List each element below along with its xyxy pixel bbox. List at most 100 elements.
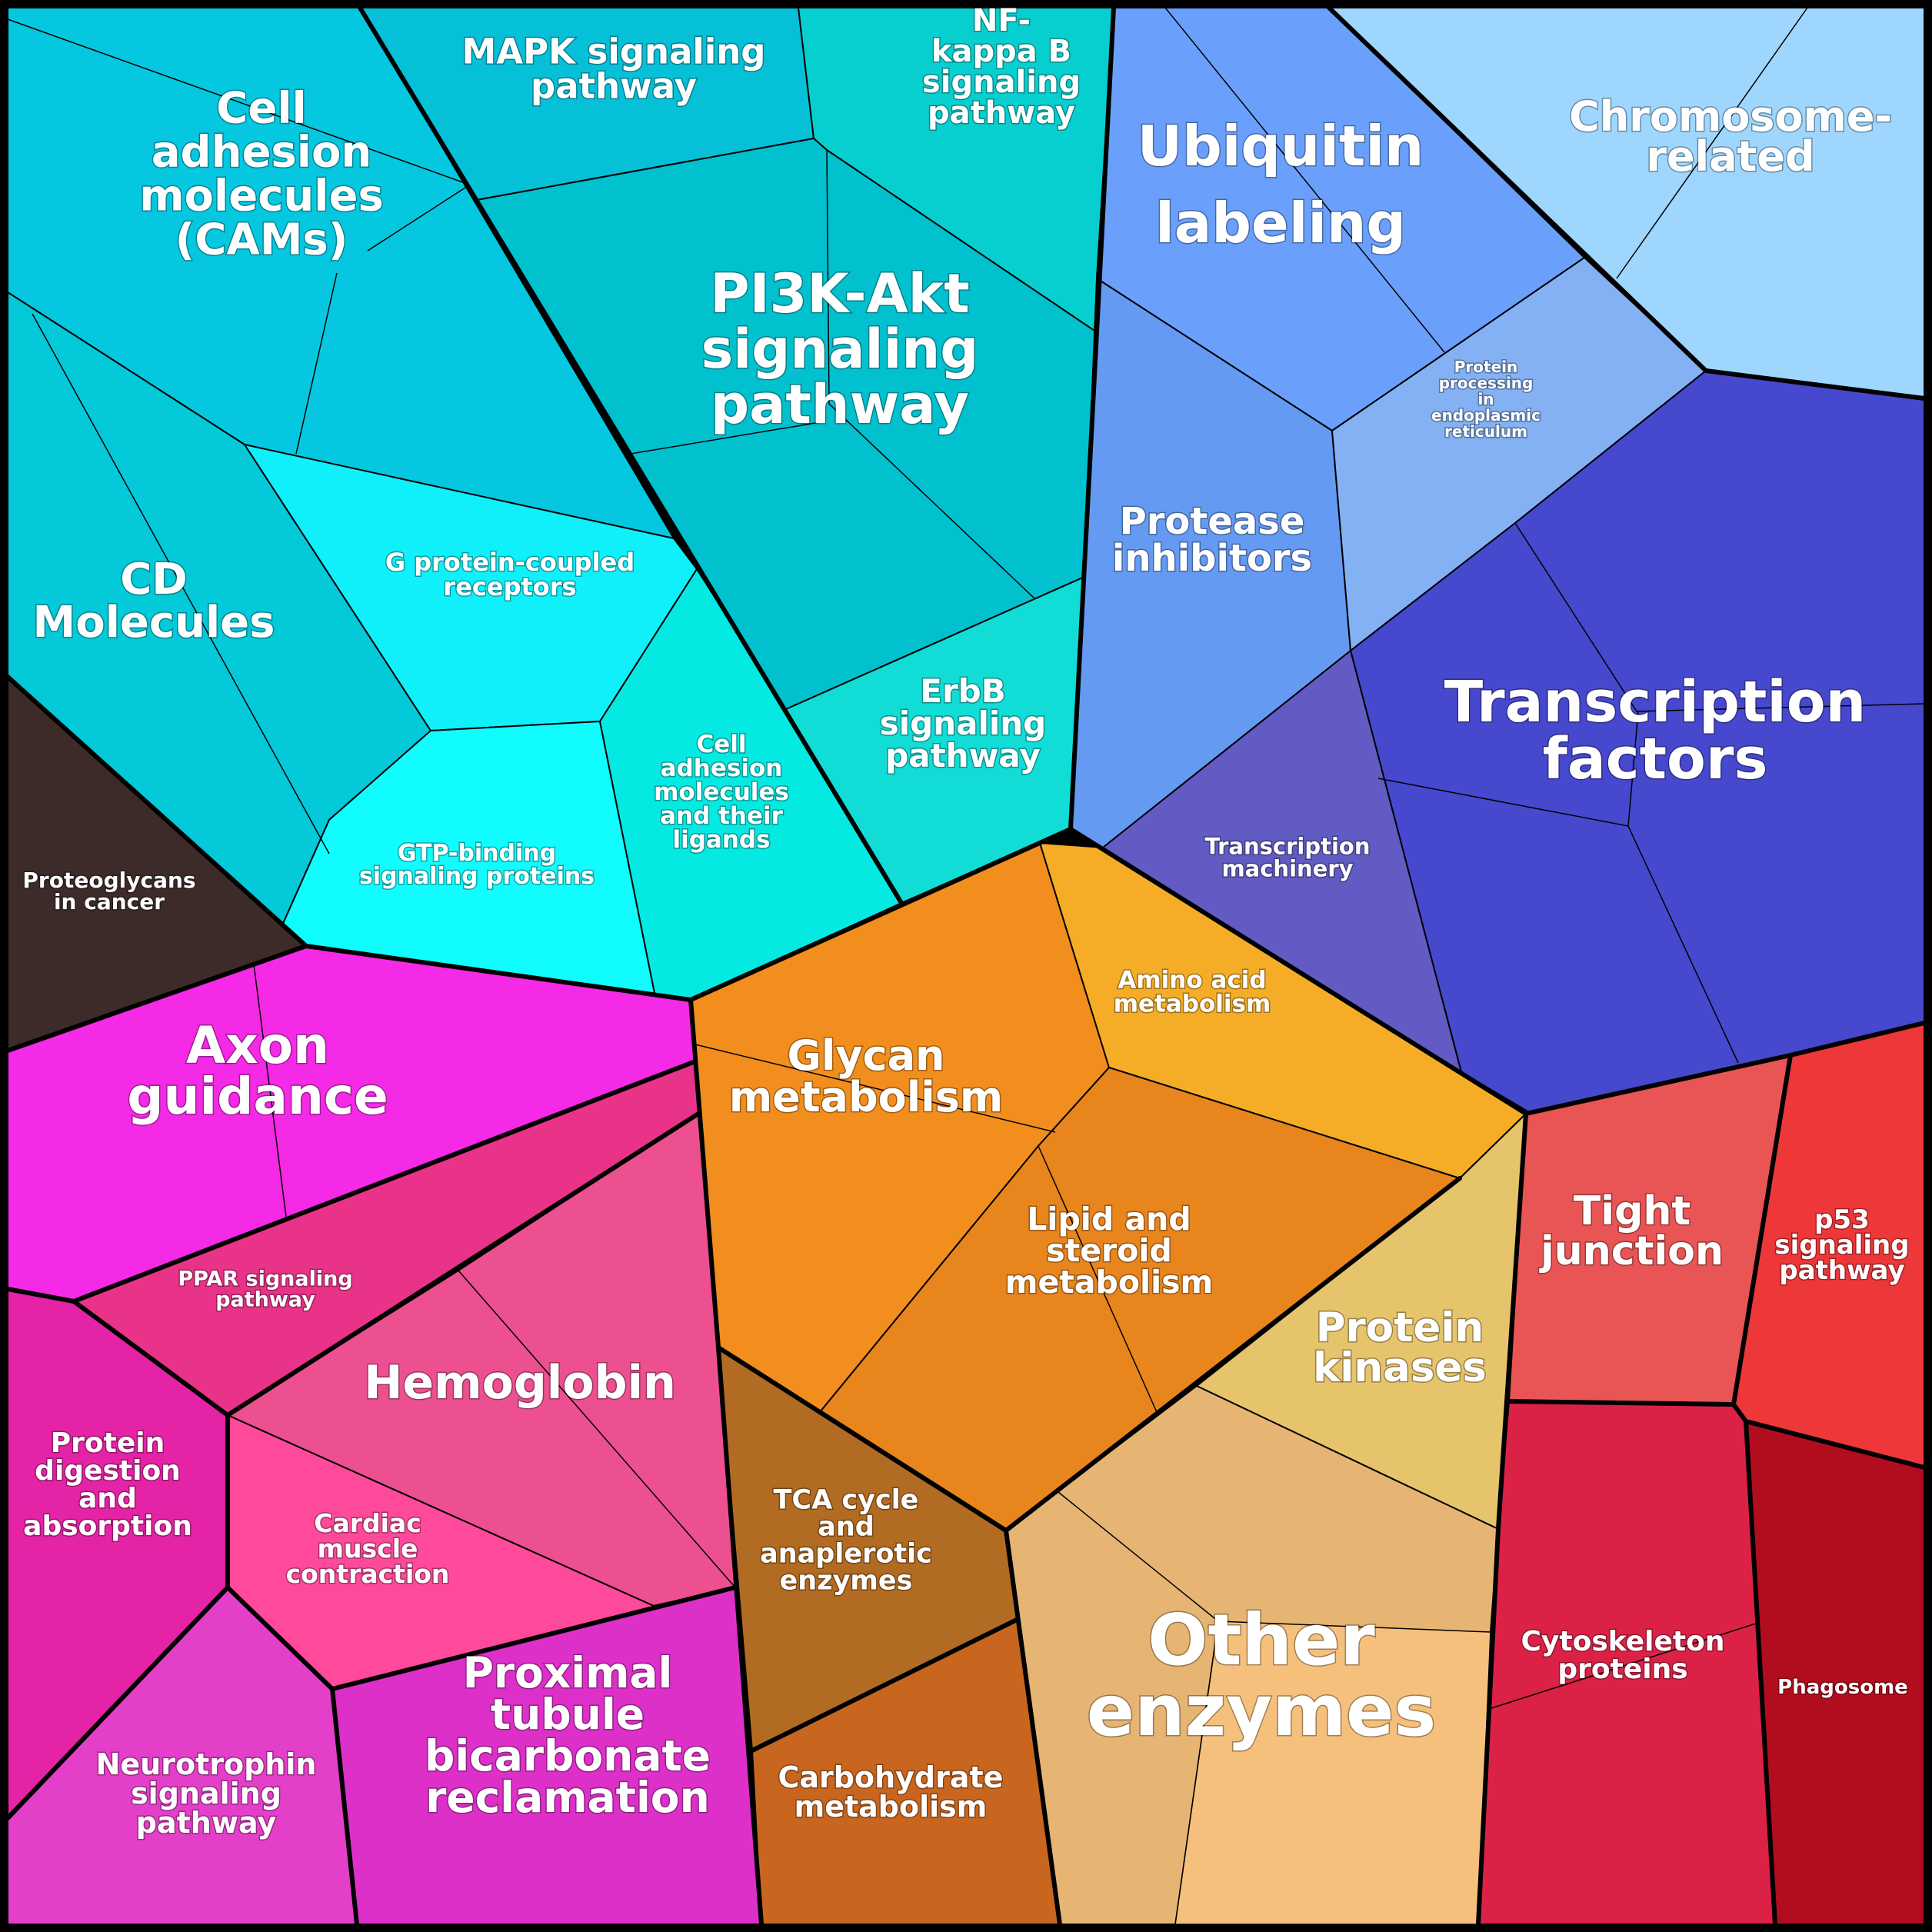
group-border-magenta-3	[5, 1413, 738, 1927]
label-line: Amino acid	[1118, 967, 1266, 994]
label-line: Cytoskeleton	[1521, 1626, 1725, 1657]
group-border-lipid	[818, 1176, 1462, 1533]
group-border-chromosome	[1327, 5, 1927, 401]
label-tf: Transcription factors	[1444, 669, 1866, 792]
label-line: inhibitors	[1112, 537, 1312, 580]
label-line: guidance	[127, 1067, 388, 1126]
label-line: Phagosome	[1777, 1676, 1908, 1699]
label-line: reticulum	[1444, 422, 1527, 441]
label-line: ErbB	[920, 672, 1005, 710]
label-line: MAPK signaling	[461, 32, 765, 72]
label-line: Hemoglobin	[364, 1356, 676, 1410]
label-line: molecules	[139, 172, 384, 222]
label-line: pathway	[885, 737, 1041, 774]
label-line: and	[78, 1483, 137, 1514]
label-gpcr: G protein-coupled receptors	[385, 548, 635, 601]
label-line: kappa B	[931, 34, 1071, 69]
label-carb: Carbohydrate metabolism	[778, 1760, 1004, 1824]
label-line: in	[1477, 390, 1494, 408]
label-line: p53	[1814, 1204, 1870, 1235]
label-line: signaling	[131, 1777, 281, 1810]
label-line: Protein	[1316, 1304, 1484, 1351]
label-kinases: Protein kinases	[1313, 1304, 1487, 1391]
label-line: pathway	[928, 95, 1075, 131]
label-line: pathway	[1779, 1255, 1904, 1286]
label-amino: Amino acid metabolism	[1114, 967, 1271, 1018]
label-cams: Cell adhesion molecules (CAMs)	[139, 84, 384, 265]
label-line: pathway	[136, 1806, 277, 1840]
label-line: Transcription	[1444, 669, 1866, 735]
group-border-cyan-bottom	[5, 675, 1073, 1002]
label-proteoglycans: Proteoglycans in cancer	[22, 868, 195, 914]
label-line: Tight	[1574, 1188, 1690, 1234]
label-ppar: PPAR signaling pathway	[178, 1267, 352, 1312]
label-line: (CAMs)	[175, 215, 348, 265]
label-line: Other	[1148, 1599, 1375, 1681]
label-line: digestion	[35, 1455, 181, 1487]
label-chromosome: Chromosome-related	[1569, 92, 1892, 181]
group-border-red-inner	[1507, 1053, 1927, 1927]
label-line: tubule	[491, 1690, 645, 1739]
label-line: adhesion	[661, 754, 783, 782]
label-line: signaling	[880, 705, 1046, 742]
label-line: steroid	[1046, 1232, 1172, 1269]
label-line: GTP-binding	[398, 840, 556, 867]
label-line: endoplasmic	[1431, 406, 1541, 425]
label-line: enzymes	[780, 1566, 913, 1597]
label-line: Cell	[696, 731, 746, 758]
label-line: muscle	[318, 1534, 418, 1564]
label-line: related	[1646, 132, 1814, 181]
label-cyto: Cytoskeleton proteins	[1521, 1626, 1725, 1685]
label-line: receptors	[443, 572, 576, 601]
group-border-cyan-blue	[1068, 5, 1116, 831]
label-axon: Axon guidance	[127, 1016, 388, 1126]
label-line: Cardiac	[314, 1508, 421, 1538]
label-line: junction	[1539, 1228, 1724, 1274]
group-border-proteoglycans	[5, 944, 308, 1053]
label-phago: Phagosome	[1777, 1676, 1908, 1699]
label-line: contraction	[286, 1559, 450, 1589]
label-er-processing: Protein processing in endoplasmic reticulum	[1431, 358, 1541, 441]
label-line: metabolism	[794, 1790, 988, 1824]
label-line: Neurotrophin	[96, 1747, 317, 1781]
label-erbb: ErbB signaling pathway	[880, 672, 1046, 774]
label-neurotrophin: Neurotrophin signaling pathway	[96, 1747, 317, 1840]
label-pi3k: PI3K-Akt signaling pathway	[701, 262, 979, 436]
label-line: metabolism	[1005, 1264, 1214, 1301]
label-line: signaling	[1774, 1230, 1909, 1261]
label-protease: Protease inhibitors	[1112, 500, 1312, 580]
label-line: NF-	[972, 3, 1031, 38]
label-line: absorption	[23, 1511, 192, 1542]
label-line: ligands	[672, 826, 770, 854]
label-glycan: Glycan metabolism	[729, 1031, 1003, 1121]
label-line: Cell	[216, 84, 306, 134]
label-hemoglobin: Hemoglobin	[364, 1356, 676, 1410]
label-line: metabolism	[729, 1073, 1003, 1121]
group-border-blue-orange	[1068, 827, 1528, 1116]
label-line: signaling proteins	[359, 863, 595, 890]
label-line: signaling	[701, 318, 979, 381]
label-line: in cancer	[54, 889, 165, 914]
label-line: factors	[1543, 726, 1768, 792]
label-line: CD	[120, 555, 188, 605]
label-other: Other enzymes	[1087, 1599, 1436, 1752]
label-protein-dig: Protein digestion and absorption	[23, 1427, 192, 1542]
label-line: PPAR signaling	[178, 1267, 352, 1291]
label-line: PI3K-Akt	[710, 262, 969, 325]
label-cardiac: Cardiac muscle contraction	[286, 1508, 450, 1589]
label-line: pathway	[531, 66, 697, 107]
label-line: Lipid and	[1027, 1201, 1191, 1237]
label-line: Glycan	[788, 1031, 945, 1080]
label-line: and their	[660, 802, 784, 830]
label-line: bicarbonate	[425, 1731, 711, 1780]
label-tca: TCA cycle and anaplerotic enzymes	[760, 1485, 932, 1597]
label-mapk: MAPK signaling pathway	[461, 32, 765, 107]
label-line: reclamation	[425, 1773, 710, 1822]
label-line: Transcription	[1205, 834, 1371, 860]
label-lipid: Lipid and steroid metabolism	[1005, 1201, 1214, 1301]
group-border-cyan-left	[358, 5, 904, 905]
label-line: and	[818, 1512, 874, 1543]
